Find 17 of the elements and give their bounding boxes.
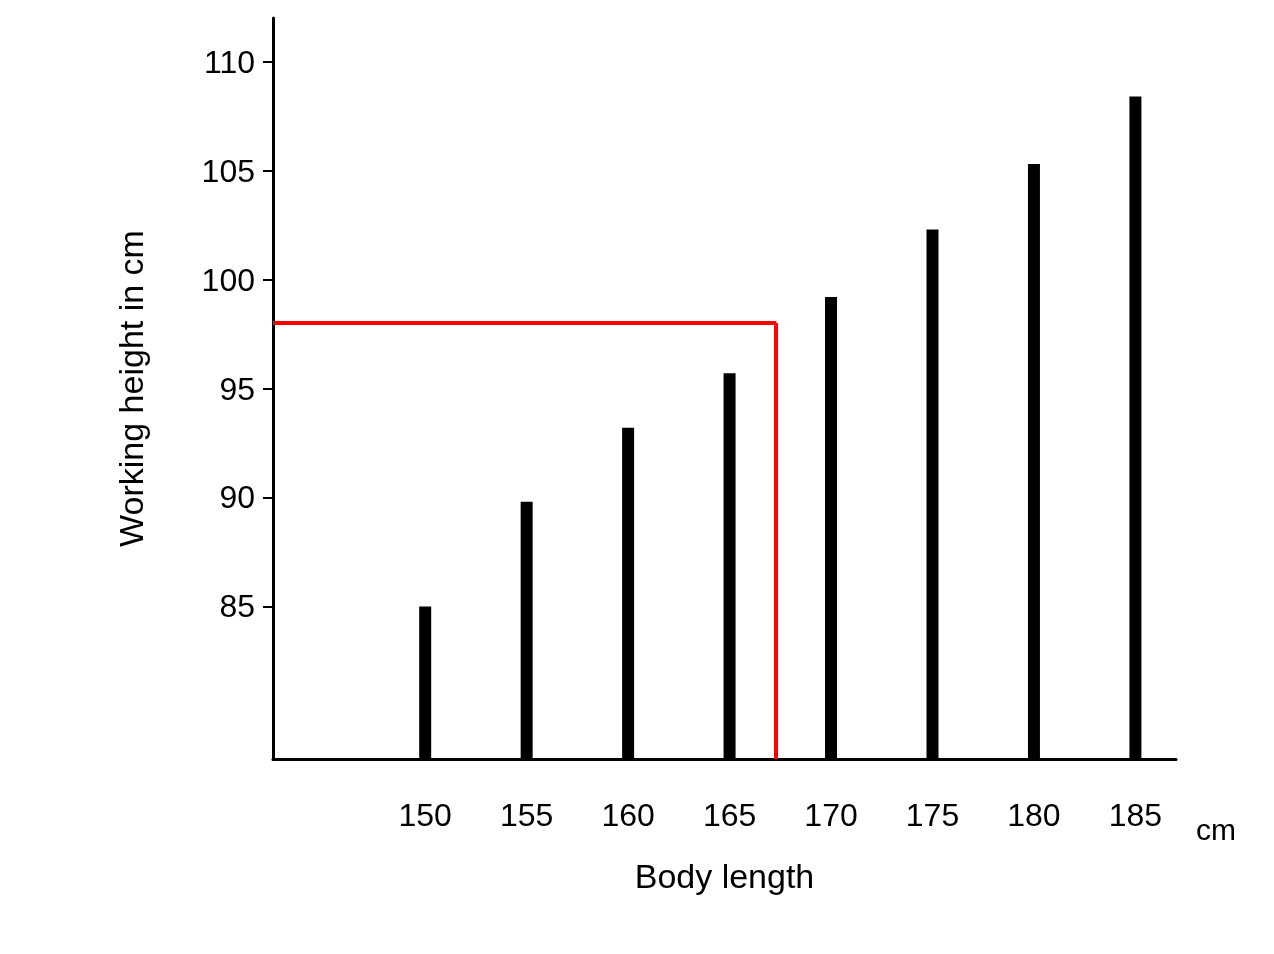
x-tick-label: 165: [702, 797, 757, 833]
y-tick-label: 110: [203, 43, 255, 80]
y-tick-label: 100: [201, 261, 255, 298]
y-tick-label: 95: [219, 370, 255, 407]
y-axis-title: Working height in cm: [112, 230, 150, 547]
x-tick-label: 150: [398, 797, 452, 833]
y-tick-label: 90: [219, 479, 255, 516]
y-tick-label: 105: [201, 152, 255, 189]
x-tick-label: 160: [601, 797, 655, 833]
x-tick-label: 155: [499, 797, 554, 833]
x-tick-label: 180: [1007, 797, 1061, 833]
x-axis-title: Body length: [634, 857, 815, 895]
x-tick-label: 185: [1108, 797, 1163, 833]
y-tick-label: 85: [219, 588, 255, 625]
text: cm: [1196, 812, 1237, 846]
x-tick-label: 175: [905, 797, 960, 833]
x-tick-label: 170: [804, 797, 858, 833]
